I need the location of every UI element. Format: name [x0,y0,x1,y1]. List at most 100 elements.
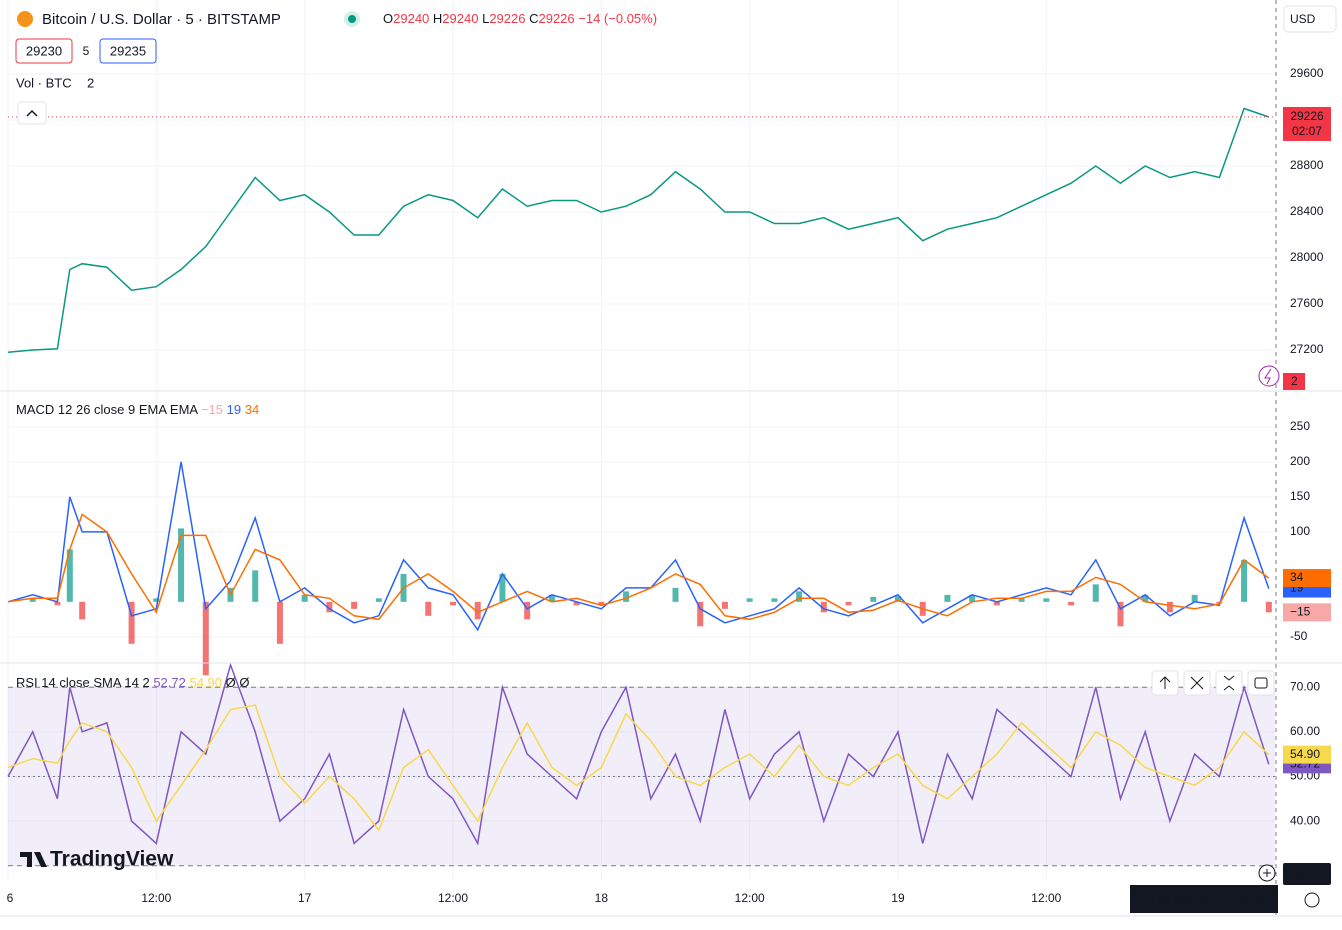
histogram-bar [796,591,803,602]
y-tick-label: 60.00 [1290,724,1320,738]
histogram-bar [276,601,283,644]
histogram-bar [1191,594,1198,602]
last-value-badge [1283,745,1331,764]
coin-icon [17,11,33,27]
histogram-bar [1092,584,1099,602]
histogram-bar [128,601,135,644]
histogram-bar [1241,559,1248,602]
series-line [7,513,1270,621]
histogram-bar [721,601,728,609]
last-value-badge [1283,569,1331,588]
series-line [7,704,1270,832]
y-tick-label: 28000 [1290,250,1324,264]
histogram-bar [1142,594,1149,602]
histogram-bar [449,601,456,606]
icon [1190,676,1204,690]
y-tick-label: 28400 [1290,204,1324,218]
pane-buttons [1151,670,1275,696]
volume-value: 2 [87,75,94,90]
histogram-bar [771,598,778,602]
histogram-bar [697,601,704,627]
cursor-value: 28.40 [1292,866,1322,880]
alert-icon[interactable] [1258,365,1280,387]
histogram-bar [993,601,1000,606]
histogram-bar [845,601,852,606]
logo-text: TradingView [50,848,174,871]
histogram-bar [425,601,432,616]
signal-value: 34 [245,402,259,417]
sma-value: 54.90 [189,675,222,690]
last-value-badge [1283,603,1331,622]
y-tick-label: 150 [1290,489,1310,503]
series-line [7,107,1270,354]
histogram-bar [66,549,73,602]
spread: 5 [83,44,90,58]
ask: 29235 [110,43,146,58]
last-value-label: −15 [1290,605,1311,619]
currency: USD [1290,12,1316,26]
collapse-button[interactable] [17,101,47,125]
x-tick-label: 18 [595,891,609,905]
high: 29240 [442,11,478,26]
histogram-bar [548,594,555,602]
icon [1223,675,1235,691]
c-key: C [529,11,538,26]
x-tick-label: 12:00 [141,891,171,905]
macd-legend: MACD 12 26 close 9 EMA EMA −15 19 34 [16,402,259,417]
h-key: H [433,11,442,26]
price-badge [1283,106,1331,141]
y-tick-label: 100 [1290,524,1310,538]
histogram-bar [598,601,605,606]
histogram-bar [969,594,976,602]
logo-mark [20,852,47,867]
macd-title: MACD 12 26 close 9 EMA EMA [16,402,198,417]
date-badge [1130,885,1278,913]
bid: 29230 [26,43,62,58]
collapse-pane[interactable] [1215,670,1243,696]
ohlc: O29240 H29240 L29226 C29226 −14 (−0.05%) [383,11,657,26]
volume-badge-value: 2 [1291,374,1298,388]
currency-button[interactable] [1283,5,1337,33]
buy-button[interactable] [99,38,157,64]
settings-button[interactable] [1304,892,1320,908]
histogram-bar [499,573,506,602]
histogram-bar [672,587,679,602]
histogram-bar [79,601,86,620]
x-tick-label: 12:00 [1031,891,1061,905]
open: 29240 [393,11,429,26]
histogram-bar [202,601,209,676]
chevron [26,109,38,117]
histogram-bar [252,570,259,602]
price-badge-value: 29226 [1290,109,1324,123]
rsi-value: 52.72 [153,675,186,690]
y-tick-label: 29600 [1290,66,1324,80]
histogram-bar [623,591,630,602]
icon [1159,676,1171,689]
x-tick-label: 19 [891,891,905,905]
icon [1263,869,1271,877]
extra-2: Ø [239,675,249,690]
date-label: Fri 20 Oct '23 [1140,892,1212,906]
extra-1: Ø [226,675,236,690]
y-tick-label: 40.00 [1290,813,1320,827]
histogram-bar [1018,598,1025,602]
series-line [7,461,1270,632]
histogram-bar [54,601,61,606]
x-tick-label: 12:00 [438,891,468,905]
y-tick-label: 27200 [1290,342,1324,356]
series-line [7,662,1270,846]
maximize-pane[interactable] [1247,670,1275,696]
histogram-bar [29,598,36,602]
rsi-legend: RSI 14 close SMA 14 2 52.72 54.90 Ø Ø [16,675,250,690]
time-label: 06:25 [1235,892,1265,906]
logo: TradingView [20,848,174,871]
symbol-title: Bitcoin / U.S. Dollar · 5 · BITSTAMP [42,11,281,28]
o-key: O [383,11,393,26]
histogram-bar [301,594,308,602]
y-tick-label: -50 [1290,629,1308,643]
cursor-badge [1283,863,1331,885]
sell-button[interactable] [15,38,73,64]
